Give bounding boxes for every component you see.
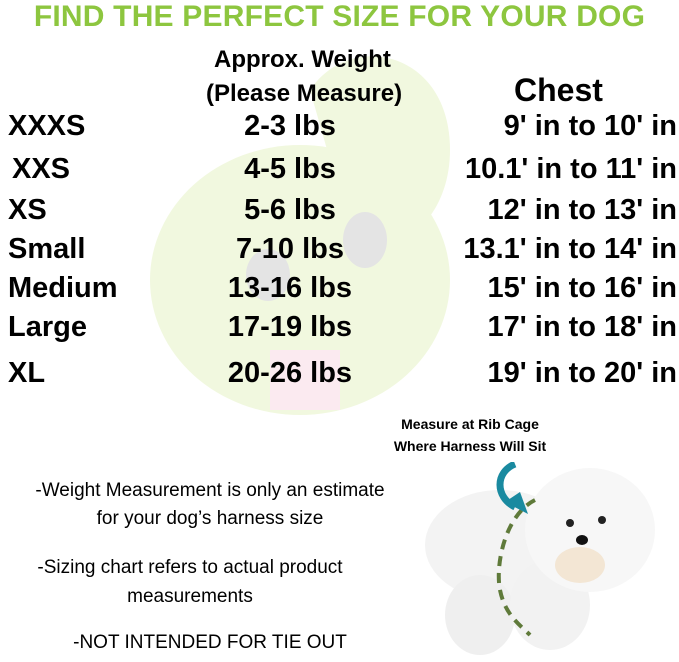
weight-value: 7-10 lbs <box>236 233 344 265</box>
caption-line2: Where Harness Will Sit <box>393 438 547 454</box>
dog-illustration <box>425 468 655 655</box>
chest-value: 15' in to 16' in <box>487 272 677 304</box>
watermark-mascot <box>150 56 450 415</box>
note-weight-line2: for your dog’s harness size <box>96 508 324 529</box>
weight-value: 17-19 lbs <box>227 311 353 343</box>
weight-value: 13-16 lbs <box>227 272 353 304</box>
weight-value: 5-6 lbs <box>244 194 336 226</box>
rib-cage-dashed-line <box>496 498 536 637</box>
note-tie-out: -NOT INTENDED FOR TIE OUT <box>73 632 347 653</box>
weight-value: 20-26 lbs <box>227 357 353 389</box>
chest-header: Chest <box>514 72 603 108</box>
chest-value: 12' in to 13' in <box>487 194 677 226</box>
chest-value: 19' in to 20' in <box>487 357 677 389</box>
weight-value: 2-3 lbs <box>244 110 336 142</box>
chest-value: 9' in to 10' in <box>503 110 677 142</box>
size-label: XXXS <box>8 110 86 142</box>
arrow-icon <box>496 462 528 514</box>
weight-value: 4-5 lbs <box>244 153 336 185</box>
caption-line1: Measure at Rib Cage <box>401 416 539 432</box>
note-sizing-line1: -Sizing chart refers to actual product <box>37 557 343 578</box>
chest-value: 10.1' in to 11' in <box>464 153 677 185</box>
size-label: Small <box>8 233 86 265</box>
size-label: Medium <box>8 272 118 304</box>
size-label: Large <box>8 311 87 343</box>
chest-value: 17' in to 18' in <box>487 311 677 343</box>
weight-header-line1: Approx. Weight <box>214 46 391 73</box>
size-label: XS <box>8 194 47 226</box>
page-title: FIND THE PERFECT SIZE FOR YOUR DOG <box>33 0 646 33</box>
chest-value: 13.1' in to 14' in <box>463 233 677 265</box>
size-label: XL <box>8 357 46 389</box>
note-sizing-line2: measurements <box>127 586 253 607</box>
weight-header-line2: (Please Measure) <box>206 80 403 107</box>
note-weight-line1: -Weight Measurement is only an estimate <box>35 480 385 501</box>
size-label: XXS <box>12 153 71 185</box>
